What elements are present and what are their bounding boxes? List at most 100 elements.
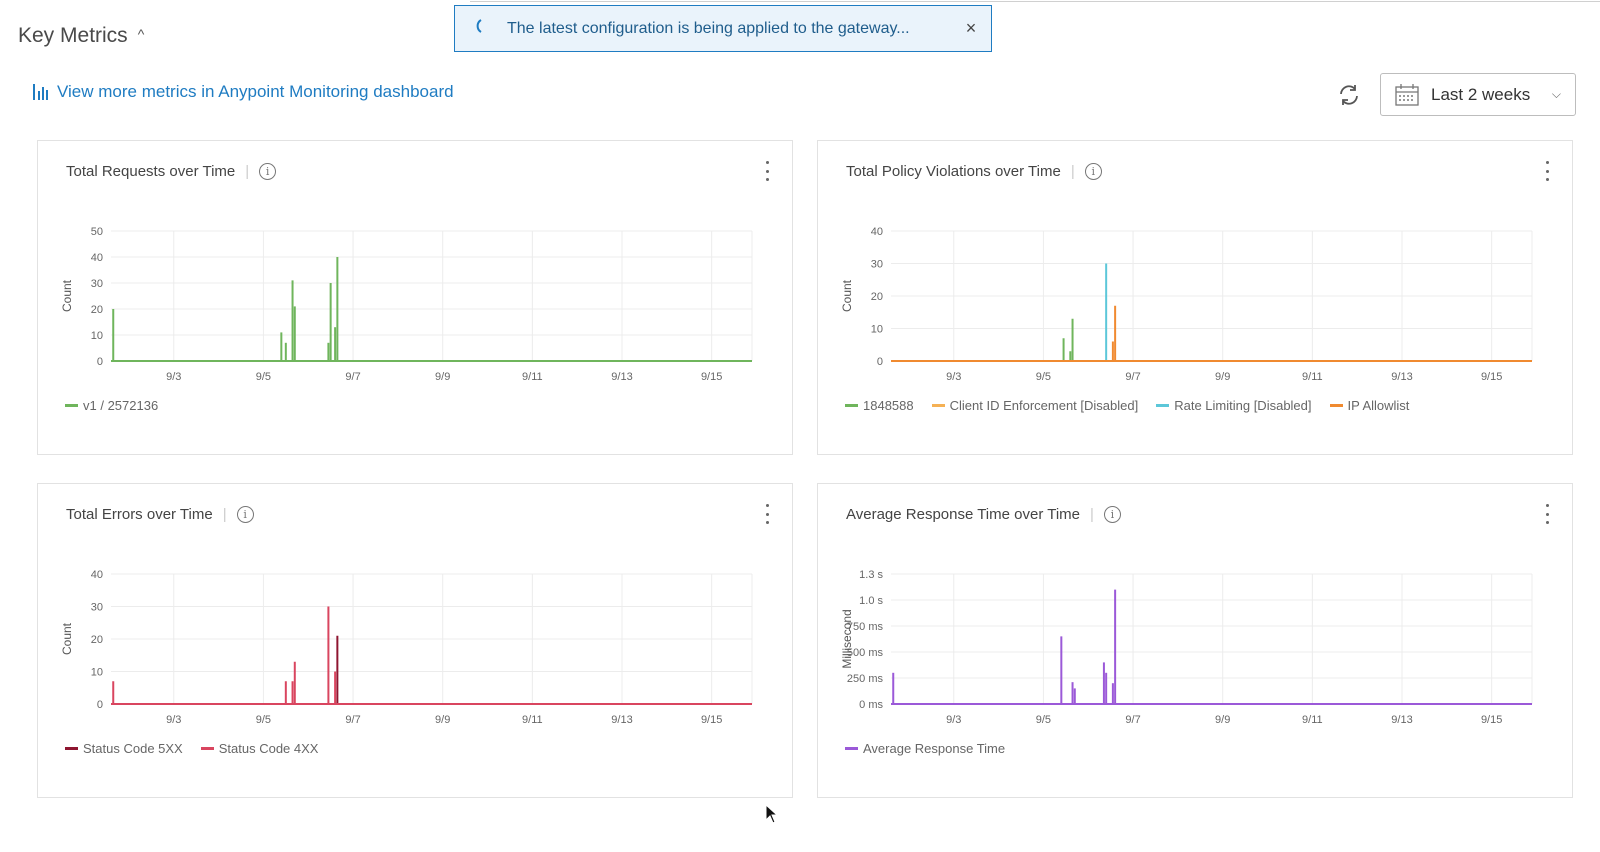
y-tick-label: 0 ms	[859, 699, 883, 711]
x-tick-label: 9/15	[1481, 371, 1502, 383]
y-tick-label: 40	[871, 226, 883, 238]
x-tick-label: 9/11	[522, 371, 543, 383]
x-tick-label: 9/11	[1302, 714, 1323, 726]
y-axis-label: Count	[60, 622, 74, 655]
legend-swatch	[1156, 404, 1170, 407]
info-icon[interactable]: i	[236, 506, 254, 523]
calendar-icon	[1395, 83, 1419, 106]
legend-label: 1848588	[863, 398, 914, 413]
y-axis-label: Count	[60, 279, 74, 312]
card-title: Average Response Time over Time	[846, 506, 1081, 523]
legend-item[interactable]: Status Code 5XX	[65, 741, 183, 756]
x-tick-label: 9/7	[1125, 714, 1140, 726]
requests-chart: 0 10 20 30 40 50 9/3 9/5 9/7 9/9 9/11 9/13 9/15 Count	[60, 226, 753, 383]
y-tick-label: 10	[91, 330, 103, 342]
x-tick-label: 9/9	[435, 371, 450, 383]
legend-item[interactable]: 1848588	[845, 398, 914, 413]
more-options-icon[interactable]	[1542, 504, 1552, 524]
config-toast: The latest configuration is being applie…	[454, 5, 992, 52]
monitoring-dashboard-link[interactable]: View more metrics in Anypoint Monitoring…	[33, 82, 454, 102]
legend-item[interactable]: Status Code 4XX	[200, 741, 319, 756]
y-tick-label: 0	[97, 356, 103, 368]
x-tick-label: 9/7	[1125, 371, 1140, 383]
legend-label: v1 / 2572136	[83, 398, 159, 413]
x-tick-label: 9/3	[166, 714, 181, 726]
card-title: Total Requests over Time	[66, 163, 236, 180]
card-total-errors: Total Errors over Time | i 0 10 20 30 40 9/3 9…	[37, 483, 793, 798]
close-icon[interactable]: ×	[965, 18, 977, 38]
chart-legend: Average Response Time	[845, 741, 1005, 756]
more-options-icon[interactable]	[762, 504, 772, 524]
loading-spinner-icon	[465, 18, 491, 39]
legend-item[interactable]: IP Allowlist	[1329, 398, 1410, 413]
chart-legend: 1848588 Client ID Enforcement [Disabled] R…	[845, 398, 1409, 413]
info-icon[interactable]: i	[259, 163, 277, 180]
legend-label: Average Response Time	[863, 741, 1006, 756]
more-options-icon[interactable]	[1542, 161, 1552, 181]
x-tick-label: 9/15	[701, 714, 722, 726]
x-tick-label: 9/3	[166, 371, 181, 383]
card-total-requests: Total Requests over Time | i 0 10 20 30 40 50…	[37, 140, 793, 455]
x-tick-label: 9/3	[946, 371, 961, 383]
x-tick-label: 9/3	[946, 714, 961, 726]
card-title: Total Errors over Time	[66, 506, 213, 523]
legend-label: IP Allowlist	[1347, 398, 1410, 413]
monitoring-link-label: View more metrics in Anypoint Monitoring…	[57, 82, 454, 101]
legend-item[interactable]: Client ID Enforcement [Disabled]	[931, 398, 1139, 413]
x-tick-label: 9/7	[345, 714, 360, 726]
y-tick-label: 30	[91, 278, 103, 290]
caret-up-icon: ^	[137, 26, 145, 42]
errors-chart: 0 10 20 30 40 9/3 9/5 9/7 9/9 9/11 9/13 9/15 Count	[60, 569, 753, 726]
legend-item[interactable]: Average Response Time	[845, 741, 1005, 756]
y-axis-label: Millisecond	[840, 609, 854, 668]
more-options-icon[interactable]	[762, 161, 772, 181]
y-tick-label: 500 ms	[847, 647, 884, 659]
x-tick-label: 9/13	[1391, 371, 1412, 383]
x-tick-label: 9/9	[435, 714, 450, 726]
legend-item[interactable]: v1 / 2572136	[65, 398, 158, 413]
x-tick-label: 9/5	[1036, 714, 1051, 726]
x-tick-label: 9/13	[611, 714, 632, 726]
y-tick-label: 10	[91, 667, 103, 679]
info-icon[interactable]: i	[1084, 163, 1102, 180]
x-tick-label: 9/13	[1391, 714, 1412, 726]
y-tick-label: 10	[871, 324, 883, 336]
key-metrics-toggle[interactable]: Key Metrics ^	[18, 24, 144, 48]
y-tick-label: 30	[91, 602, 103, 614]
y-tick-label: 40	[91, 569, 103, 581]
y-axis-label: Count	[840, 279, 854, 312]
page-title: Key Metrics	[18, 24, 128, 47]
bar-chart-icon	[33, 84, 48, 100]
y-tick-label: 1.0 s	[859, 595, 883, 607]
y-tick-label: 750 ms	[847, 621, 884, 633]
refresh-icon[interactable]	[1336, 82, 1362, 108]
x-tick-label: 9/5	[256, 714, 271, 726]
date-range-select[interactable]: Last 2 weeks ⌵	[1380, 73, 1576, 116]
date-range-label: Last 2 weeks	[1431, 84, 1531, 104]
x-tick-label: 9/13	[611, 371, 632, 383]
x-tick-label: 9/11	[1302, 371, 1323, 383]
legend-label: Client ID Enforcement [Disabled]	[949, 398, 1139, 413]
y-tick-label: 1.3 s	[859, 569, 883, 581]
legend-swatch	[200, 747, 214, 750]
y-tick-label: 20	[91, 304, 103, 316]
legend-swatch	[845, 747, 858, 750]
x-tick-label: 9/15	[701, 371, 722, 383]
y-tick-label: 250 ms	[847, 673, 884, 685]
y-tick-label: 50	[91, 226, 103, 238]
x-tick-label: 9/11	[522, 714, 543, 726]
card-avg-response-time: Average Response Time over Time | i 0 ms…	[817, 483, 1573, 798]
legend-swatch	[65, 404, 78, 407]
card-title: Total Policy Violations over Time	[846, 163, 1061, 180]
info-icon[interactable]: i	[1103, 506, 1121, 523]
legend-label: Rate Limiting [Disabled]	[1174, 398, 1312, 413]
y-tick-label: 20	[871, 291, 883, 303]
legend-label: Status Code 4XX	[218, 741, 319, 756]
legend-item[interactable]: Rate Limiting [Disabled]	[1156, 398, 1312, 413]
y-tick-label: 0	[877, 356, 883, 368]
chevron-down-icon: ⌵	[1551, 87, 1561, 101]
y-tick-label: 20	[91, 634, 103, 646]
mouse-cursor-icon	[765, 804, 779, 824]
chart-legend: Status Code 5XX Status Code 4XX	[65, 741, 318, 756]
legend-swatch	[65, 747, 78, 750]
